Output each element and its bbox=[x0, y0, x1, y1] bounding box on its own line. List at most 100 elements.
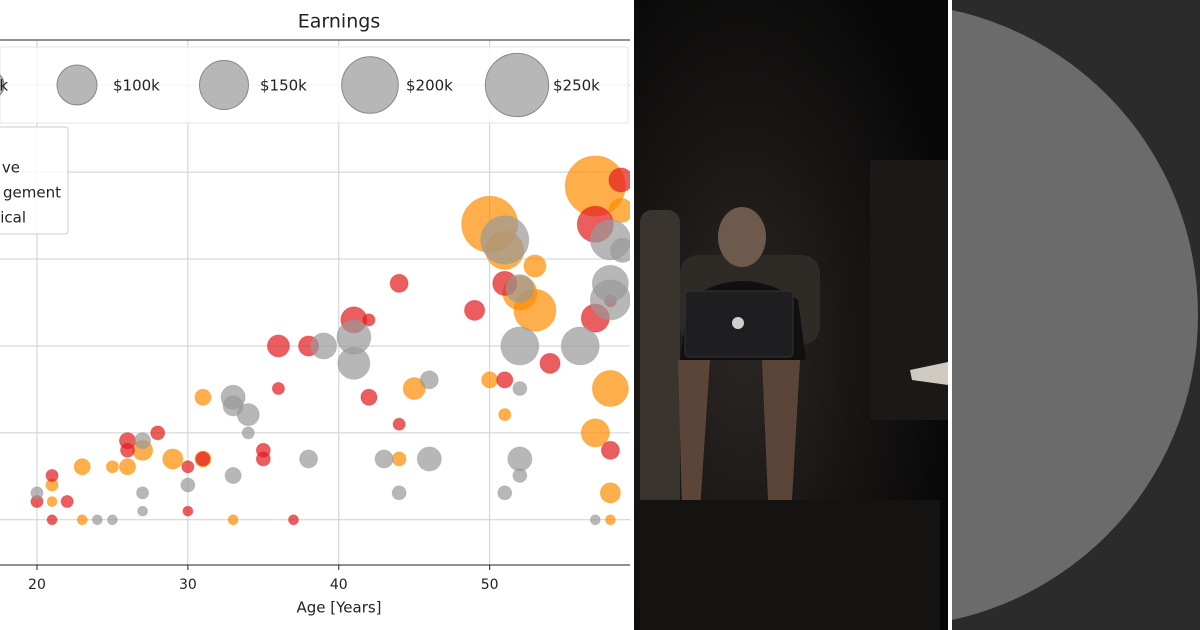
bubble bbox=[362, 313, 376, 327]
bubble bbox=[497, 485, 513, 501]
bubble bbox=[91, 514, 103, 526]
bubble bbox=[162, 448, 184, 470]
bubble bbox=[236, 403, 260, 427]
size-legend-marker bbox=[0, 74, 5, 96]
bubble bbox=[337, 346, 371, 380]
bubble bbox=[464, 299, 486, 321]
bubble bbox=[402, 377, 426, 401]
bubble bbox=[60, 495, 74, 509]
bubble bbox=[120, 442, 135, 458]
bubble bbox=[136, 486, 150, 500]
size-legend-marker bbox=[56, 64, 98, 106]
bubble bbox=[360, 388, 378, 406]
bubble bbox=[599, 482, 621, 504]
laptop-logo bbox=[732, 317, 744, 329]
size-legend-label: $250k bbox=[553, 77, 600, 95]
bubble bbox=[589, 279, 630, 321]
bubble bbox=[266, 334, 290, 358]
legend-label: ve bbox=[2, 159, 20, 177]
bubble bbox=[608, 197, 630, 223]
book bbox=[910, 362, 948, 385]
size-legend-label: $150k bbox=[260, 77, 307, 95]
bubble bbox=[523, 254, 547, 278]
size-legend-marker bbox=[341, 56, 399, 114]
x-tick-label: 40 bbox=[330, 577, 348, 593]
bubble bbox=[271, 382, 285, 396]
x-tick-label: 50 bbox=[481, 577, 499, 593]
bubble bbox=[299, 449, 319, 469]
size-legend: 0k $100k $150k $200k $250k bbox=[0, 52, 600, 118]
bubble bbox=[195, 451, 211, 467]
bubble bbox=[580, 418, 610, 448]
divider bbox=[948, 0, 952, 630]
bubble bbox=[76, 514, 88, 526]
bubble bbox=[389, 273, 409, 293]
bubble bbox=[46, 514, 58, 526]
bubble bbox=[591, 370, 629, 408]
bubble bbox=[480, 215, 530, 265]
bubble bbox=[500, 326, 540, 366]
head bbox=[718, 207, 766, 267]
x-tick-label: 30 bbox=[179, 577, 197, 593]
bubble bbox=[608, 167, 630, 193]
bubble bbox=[589, 514, 601, 526]
bubble bbox=[150, 425, 166, 441]
bubble bbox=[391, 485, 407, 501]
bubble bbox=[194, 388, 212, 406]
bubble bbox=[134, 432, 152, 450]
bubble bbox=[73, 458, 91, 476]
bubble bbox=[392, 417, 406, 431]
bubble bbox=[105, 460, 119, 474]
size-legend-label: $100k bbox=[113, 77, 160, 95]
bubble bbox=[560, 326, 600, 366]
legend-box bbox=[0, 126, 69, 235]
bubble bbox=[481, 371, 499, 389]
bubble bbox=[416, 446, 442, 472]
bubble bbox=[604, 514, 616, 526]
bubble bbox=[512, 381, 528, 396]
leg-right bbox=[762, 360, 800, 500]
bubble bbox=[30, 486, 44, 500]
decorative-circle bbox=[952, 10, 1198, 620]
bubble bbox=[374, 449, 394, 469]
bubbles bbox=[30, 155, 630, 526]
size-legend-label: 0k bbox=[0, 77, 9, 95]
plot-area: 0k $100k $150k $200k $250k ve gement ical 20 30… bbox=[0, 11, 630, 617]
bubble bbox=[119, 458, 137, 476]
chart-title: Earnings bbox=[298, 11, 380, 33]
bubble bbox=[227, 514, 239, 526]
bubble bbox=[419, 370, 439, 390]
bubble bbox=[539, 352, 561, 374]
bubble bbox=[107, 514, 118, 526]
bubble bbox=[505, 274, 535, 304]
bubble bbox=[496, 371, 514, 389]
bubble bbox=[241, 426, 255, 440]
photo bbox=[634, 0, 948, 630]
bubble bbox=[137, 505, 148, 517]
bubble bbox=[310, 332, 338, 360]
size-legend-marker bbox=[199, 60, 249, 110]
bubble bbox=[181, 460, 195, 474]
x-tick-label: 20 bbox=[28, 577, 46, 593]
bubble bbox=[600, 440, 620, 460]
sofa-arm bbox=[640, 210, 680, 520]
bubble bbox=[224, 466, 242, 484]
floor bbox=[640, 500, 940, 630]
size-legend-label: $200k bbox=[406, 77, 453, 95]
legend: ve gement ical bbox=[0, 159, 61, 227]
x-axis-label: Age [Years] bbox=[296, 599, 381, 617]
bubble bbox=[609, 237, 630, 263]
x-axis: 20 30 40 50 bbox=[28, 565, 499, 593]
bubble bbox=[288, 514, 299, 526]
bubble bbox=[46, 496, 58, 507]
leg-left bbox=[678, 360, 710, 510]
size-legend-marker bbox=[484, 52, 550, 118]
bubble bbox=[512, 468, 528, 483]
bubble bbox=[45, 468, 59, 482]
legend-label: gement bbox=[3, 184, 61, 202]
bubble bbox=[498, 408, 512, 422]
bubble bbox=[182, 505, 194, 517]
bubble bbox=[507, 446, 533, 472]
